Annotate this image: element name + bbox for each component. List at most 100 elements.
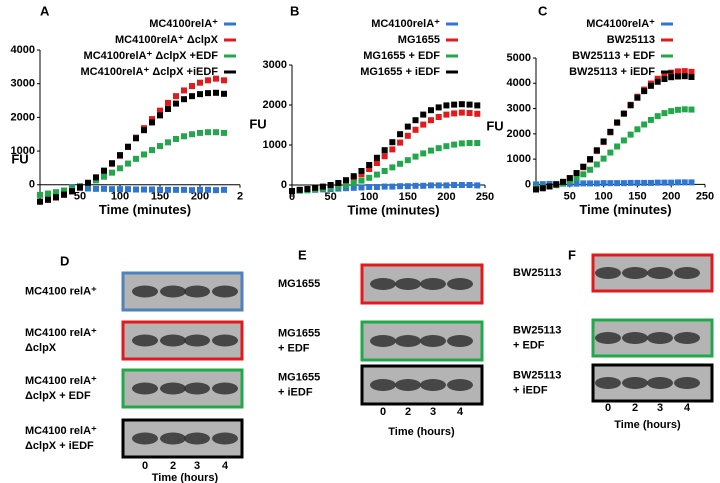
- data-point: [668, 74, 675, 81]
- data-point: [133, 135, 139, 142]
- data-point: [466, 110, 473, 116]
- data-point: [165, 186, 171, 193]
- legend-label: MG1655 + iEDF: [360, 66, 440, 78]
- data-point: [389, 139, 396, 146]
- blot-band: [184, 285, 210, 298]
- blot-band: [212, 285, 238, 298]
- row-label: + iEDF: [513, 384, 548, 396]
- x-tick-label: 0: [142, 460, 148, 472]
- data-point: [149, 119, 155, 126]
- data-point: [420, 182, 427, 189]
- data-point: [533, 181, 539, 188]
- data-point: [373, 160, 380, 166]
- blot-band: [160, 285, 186, 298]
- data-point: [117, 152, 123, 159]
- data-point: [627, 102, 634, 109]
- data-point: [600, 138, 607, 145]
- data-point: [573, 175, 580, 182]
- data-point: [404, 183, 411, 190]
- blot-band: [647, 267, 673, 279]
- row-label: MC4100 relA⁺: [25, 327, 97, 339]
- data-point: [109, 186, 115, 193]
- blot-band: [674, 332, 700, 344]
- data-point: [435, 145, 442, 152]
- row-label: MC4100 relA⁺: [25, 375, 97, 387]
- data-point: [435, 104, 442, 111]
- y-tick-label: 2000: [507, 128, 531, 140]
- data-point: [587, 156, 594, 163]
- data-point: [69, 188, 75, 195]
- x-axis-title: Time (minutes): [99, 202, 191, 217]
- data-point: [125, 160, 131, 167]
- data-point: [133, 155, 139, 162]
- blot-band: [395, 278, 421, 290]
- data-point: [412, 153, 419, 160]
- y-tick-label: 4000: [507, 77, 531, 89]
- data-point: [85, 179, 91, 186]
- data-point: [661, 72, 668, 79]
- x-tick-label: 2: [632, 402, 638, 414]
- legend-label: MC4100relA⁺ ΔclpX +EDF: [84, 50, 219, 62]
- data-point: [458, 101, 465, 108]
- data-point: [157, 112, 163, 119]
- data-point: [327, 182, 334, 188]
- x-tick-label: 2: [170, 460, 176, 472]
- legend-label: MG1655 + EDF: [363, 50, 440, 62]
- data-point: [458, 182, 465, 188]
- y-tick-label: 4000: [11, 44, 35, 56]
- data-point: [213, 89, 219, 96]
- data-point: [61, 187, 67, 194]
- data-point: [607, 180, 614, 187]
- panel-label: E: [298, 247, 307, 262]
- blot-band: [674, 377, 700, 389]
- row-label: BW25113: [513, 267, 561, 279]
- row-label: + iEDF: [278, 386, 313, 398]
- row-label: MG1655: [278, 327, 320, 339]
- data-point: [189, 187, 195, 194]
- data-point: [404, 123, 411, 130]
- blot-band: [212, 334, 238, 347]
- data-point: [85, 185, 91, 192]
- data-point: [77, 184, 83, 191]
- data-point: [539, 181, 546, 188]
- blot-band: [184, 432, 210, 445]
- data-point: [373, 171, 380, 178]
- data-point: [634, 179, 641, 186]
- data-point: [427, 147, 434, 154]
- data-point: [389, 183, 396, 190]
- data-point: [366, 166, 373, 172]
- data-point: [397, 131, 404, 138]
- data-point: [573, 180, 580, 187]
- data-point: [125, 143, 131, 150]
- data-point: [641, 179, 648, 186]
- row-label: MG1655: [278, 371, 320, 383]
- data-point: [312, 184, 319, 191]
- panel-label: B: [290, 3, 299, 18]
- y-tick-label: 1000: [507, 153, 531, 165]
- data-point: [566, 175, 573, 182]
- panel-label: D: [60, 253, 69, 268]
- data-point: [319, 183, 326, 190]
- y-axis-title: FU: [11, 151, 28, 166]
- data-point: [335, 183, 342, 190]
- data-point: [157, 107, 163, 114]
- x-tick-label: 250: [476, 191, 494, 203]
- blot-band: [622, 267, 648, 279]
- x-tick-label: 3: [194, 460, 200, 472]
- data-point: [381, 153, 388, 160]
- legend-label: MC4100relA⁺: [586, 18, 655, 30]
- data-point: [358, 184, 365, 191]
- data-point: [607, 128, 614, 135]
- data-point: [634, 126, 641, 133]
- x-tick-label: 3: [430, 406, 436, 418]
- data-point: [593, 180, 600, 187]
- data-point: [93, 185, 99, 192]
- x-tick-label: 4: [222, 460, 229, 472]
- data-point: [381, 183, 388, 190]
- data-point: [205, 77, 211, 84]
- y-tick-label: 1000: [11, 145, 35, 157]
- data-point: [614, 143, 621, 150]
- y-tick-label: 3000: [11, 78, 35, 90]
- blot-band: [370, 379, 396, 391]
- data-point: [435, 182, 442, 189]
